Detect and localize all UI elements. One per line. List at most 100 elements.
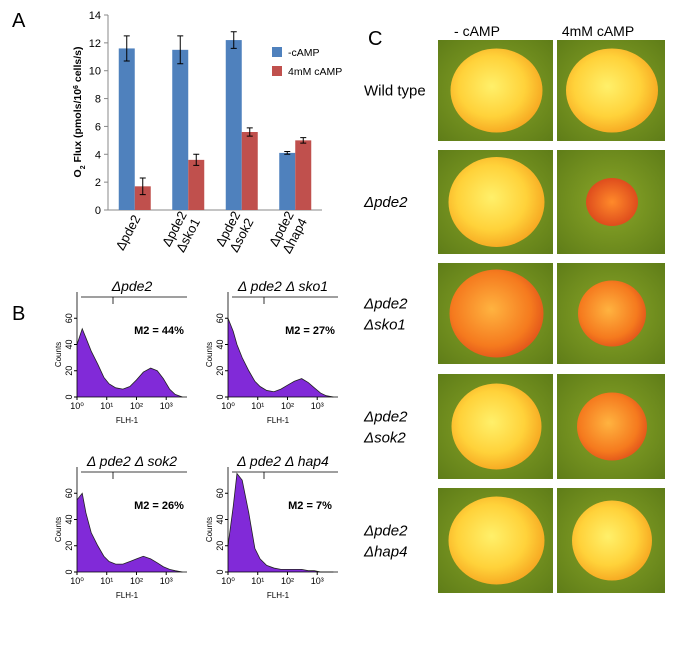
x-axis-label: FLH-1 bbox=[116, 416, 139, 425]
colony bbox=[450, 48, 543, 133]
x-tick-label: 10³ bbox=[160, 401, 173, 411]
y-axis-label-part: cells/s) bbox=[72, 47, 84, 86]
error-bar bbox=[139, 177, 146, 196]
y-tick-label: 20 bbox=[64, 541, 74, 551]
y-tick-label: 0 bbox=[95, 205, 101, 217]
error-bar bbox=[230, 31, 237, 49]
colony bbox=[448, 157, 545, 247]
chart-title: Δ pde2 Δ sko1 bbox=[237, 278, 328, 294]
x-tick-label: 10³ bbox=[160, 576, 173, 586]
y-tick-label: 20 bbox=[64, 366, 74, 376]
error-bar bbox=[177, 35, 184, 65]
x-tick-label: 10² bbox=[130, 401, 143, 411]
x-tick-label: 10¹ bbox=[251, 401, 264, 411]
y-axis-label-part: 6 bbox=[73, 85, 80, 89]
panel-label: C bbox=[368, 28, 382, 50]
bar bbox=[134, 186, 151, 210]
chart-title: Δ pde2 Δ hap4 bbox=[236, 453, 329, 469]
y-axis-label: O2 Flux (pmols/106 cells/s) bbox=[72, 47, 87, 178]
x-tick-label: 10³ bbox=[311, 576, 324, 586]
y-axis-label-part: O bbox=[72, 169, 84, 177]
column-header: - cAMP bbox=[454, 23, 500, 39]
chart-title: Δ pde2 Δ sok2 bbox=[86, 453, 177, 469]
y-tick-label: 8 bbox=[95, 94, 101, 106]
colony bbox=[577, 392, 647, 461]
y-tick-label: 60 bbox=[215, 488, 225, 498]
y-tick-label: 40 bbox=[64, 339, 74, 349]
annotation: M2 = 7% bbox=[288, 500, 332, 512]
error-bar bbox=[246, 127, 253, 137]
area-fill bbox=[77, 493, 183, 572]
colony bbox=[448, 496, 545, 585]
colony bbox=[566, 48, 658, 133]
y-axis-label: Counts bbox=[205, 342, 214, 367]
error-bar bbox=[300, 137, 307, 144]
x-tick-label: Δpde2Δhap4 bbox=[266, 209, 310, 256]
x-tick-label: 10³ bbox=[311, 401, 324, 411]
error-bar bbox=[193, 153, 200, 166]
x-tick-label: 10¹ bbox=[100, 401, 113, 411]
x-tick-label: 10² bbox=[281, 576, 294, 586]
y-tick-label: 6 bbox=[95, 121, 101, 133]
area-outline bbox=[76, 327, 183, 398]
y-tick-label: 20 bbox=[215, 366, 225, 376]
y-tick-label: 2 bbox=[95, 177, 101, 189]
bar bbox=[241, 132, 258, 210]
x-tick-label: 10² bbox=[281, 401, 294, 411]
x-tick-label: 10¹ bbox=[251, 576, 264, 586]
y-axis-label: Counts bbox=[54, 342, 63, 367]
y-tick-label: 40 bbox=[215, 339, 225, 349]
y-tick-label: 40 bbox=[64, 514, 74, 524]
gate-marker bbox=[232, 296, 338, 304]
area-outline bbox=[227, 318, 334, 398]
y-tick-label: 4 bbox=[95, 149, 101, 161]
y-tick-label: 14 bbox=[89, 10, 101, 22]
row-label: Δhap4 bbox=[363, 544, 407, 561]
annotation: M2 = 44% bbox=[134, 325, 184, 337]
y-tick-label: 0 bbox=[64, 569, 74, 574]
x-tick-label-line: Δpde2 bbox=[112, 212, 143, 252]
panel-label: A bbox=[12, 10, 26, 32]
x-tick-label: 10⁰ bbox=[70, 576, 84, 586]
colony-panel: - cAMP 4mM cAMP Wild type Δpde2 Δpde2 Δsko1 Δp… bbox=[363, 23, 665, 593]
annotation: M2 = 27% bbox=[285, 325, 335, 337]
area-outline bbox=[227, 472, 334, 573]
x-tick-label: 10⁰ bbox=[221, 401, 235, 411]
x-axis-label: FLH-1 bbox=[267, 591, 290, 600]
gate-marker bbox=[232, 471, 338, 479]
legend-swatch bbox=[272, 66, 282, 76]
bar bbox=[279, 152, 296, 210]
row-label: Δpde2 bbox=[363, 296, 408, 313]
y-tick-label: 40 bbox=[215, 514, 225, 524]
bar bbox=[118, 48, 135, 210]
y-axis-label: Counts bbox=[54, 517, 63, 542]
row-label: Δsok2 bbox=[363, 430, 406, 447]
error-bar bbox=[284, 151, 291, 155]
column-header: 4mM cAMP bbox=[562, 23, 634, 39]
area-fill bbox=[228, 318, 334, 397]
y-tick-label: 0 bbox=[215, 394, 225, 399]
y-tick-label: 20 bbox=[215, 541, 225, 551]
x-axis-label: FLH-1 bbox=[267, 416, 290, 425]
y-tick-label: 60 bbox=[64, 488, 74, 498]
x-tick-label: Δpde2Δsko1 bbox=[159, 209, 203, 256]
y-tick-label: 0 bbox=[64, 394, 74, 399]
area-outline bbox=[76, 492, 183, 573]
x-tick-label: 10² bbox=[130, 576, 143, 586]
colony bbox=[449, 269, 544, 358]
x-tick-label: Δpde2Δsok2 bbox=[212, 209, 256, 256]
y-tick-label: 10 bbox=[89, 66, 101, 78]
annotation: M2 = 26% bbox=[134, 500, 184, 512]
x-tick-label: 10⁰ bbox=[70, 401, 84, 411]
legend-label: 4mM cAMP bbox=[288, 66, 342, 78]
x-tick-label: 10⁰ bbox=[221, 576, 235, 586]
chart-title: Δpde2 bbox=[111, 278, 153, 294]
row-label: Δsko1 bbox=[363, 317, 406, 334]
legend-label: -cAMP bbox=[288, 47, 320, 59]
colony bbox=[578, 280, 646, 347]
y-axis-label-part: Flux (pmols/10 bbox=[72, 89, 84, 166]
colony bbox=[572, 500, 652, 581]
bar bbox=[225, 40, 242, 211]
bar bbox=[172, 49, 189, 211]
row-label: Δpde2 bbox=[363, 523, 408, 540]
